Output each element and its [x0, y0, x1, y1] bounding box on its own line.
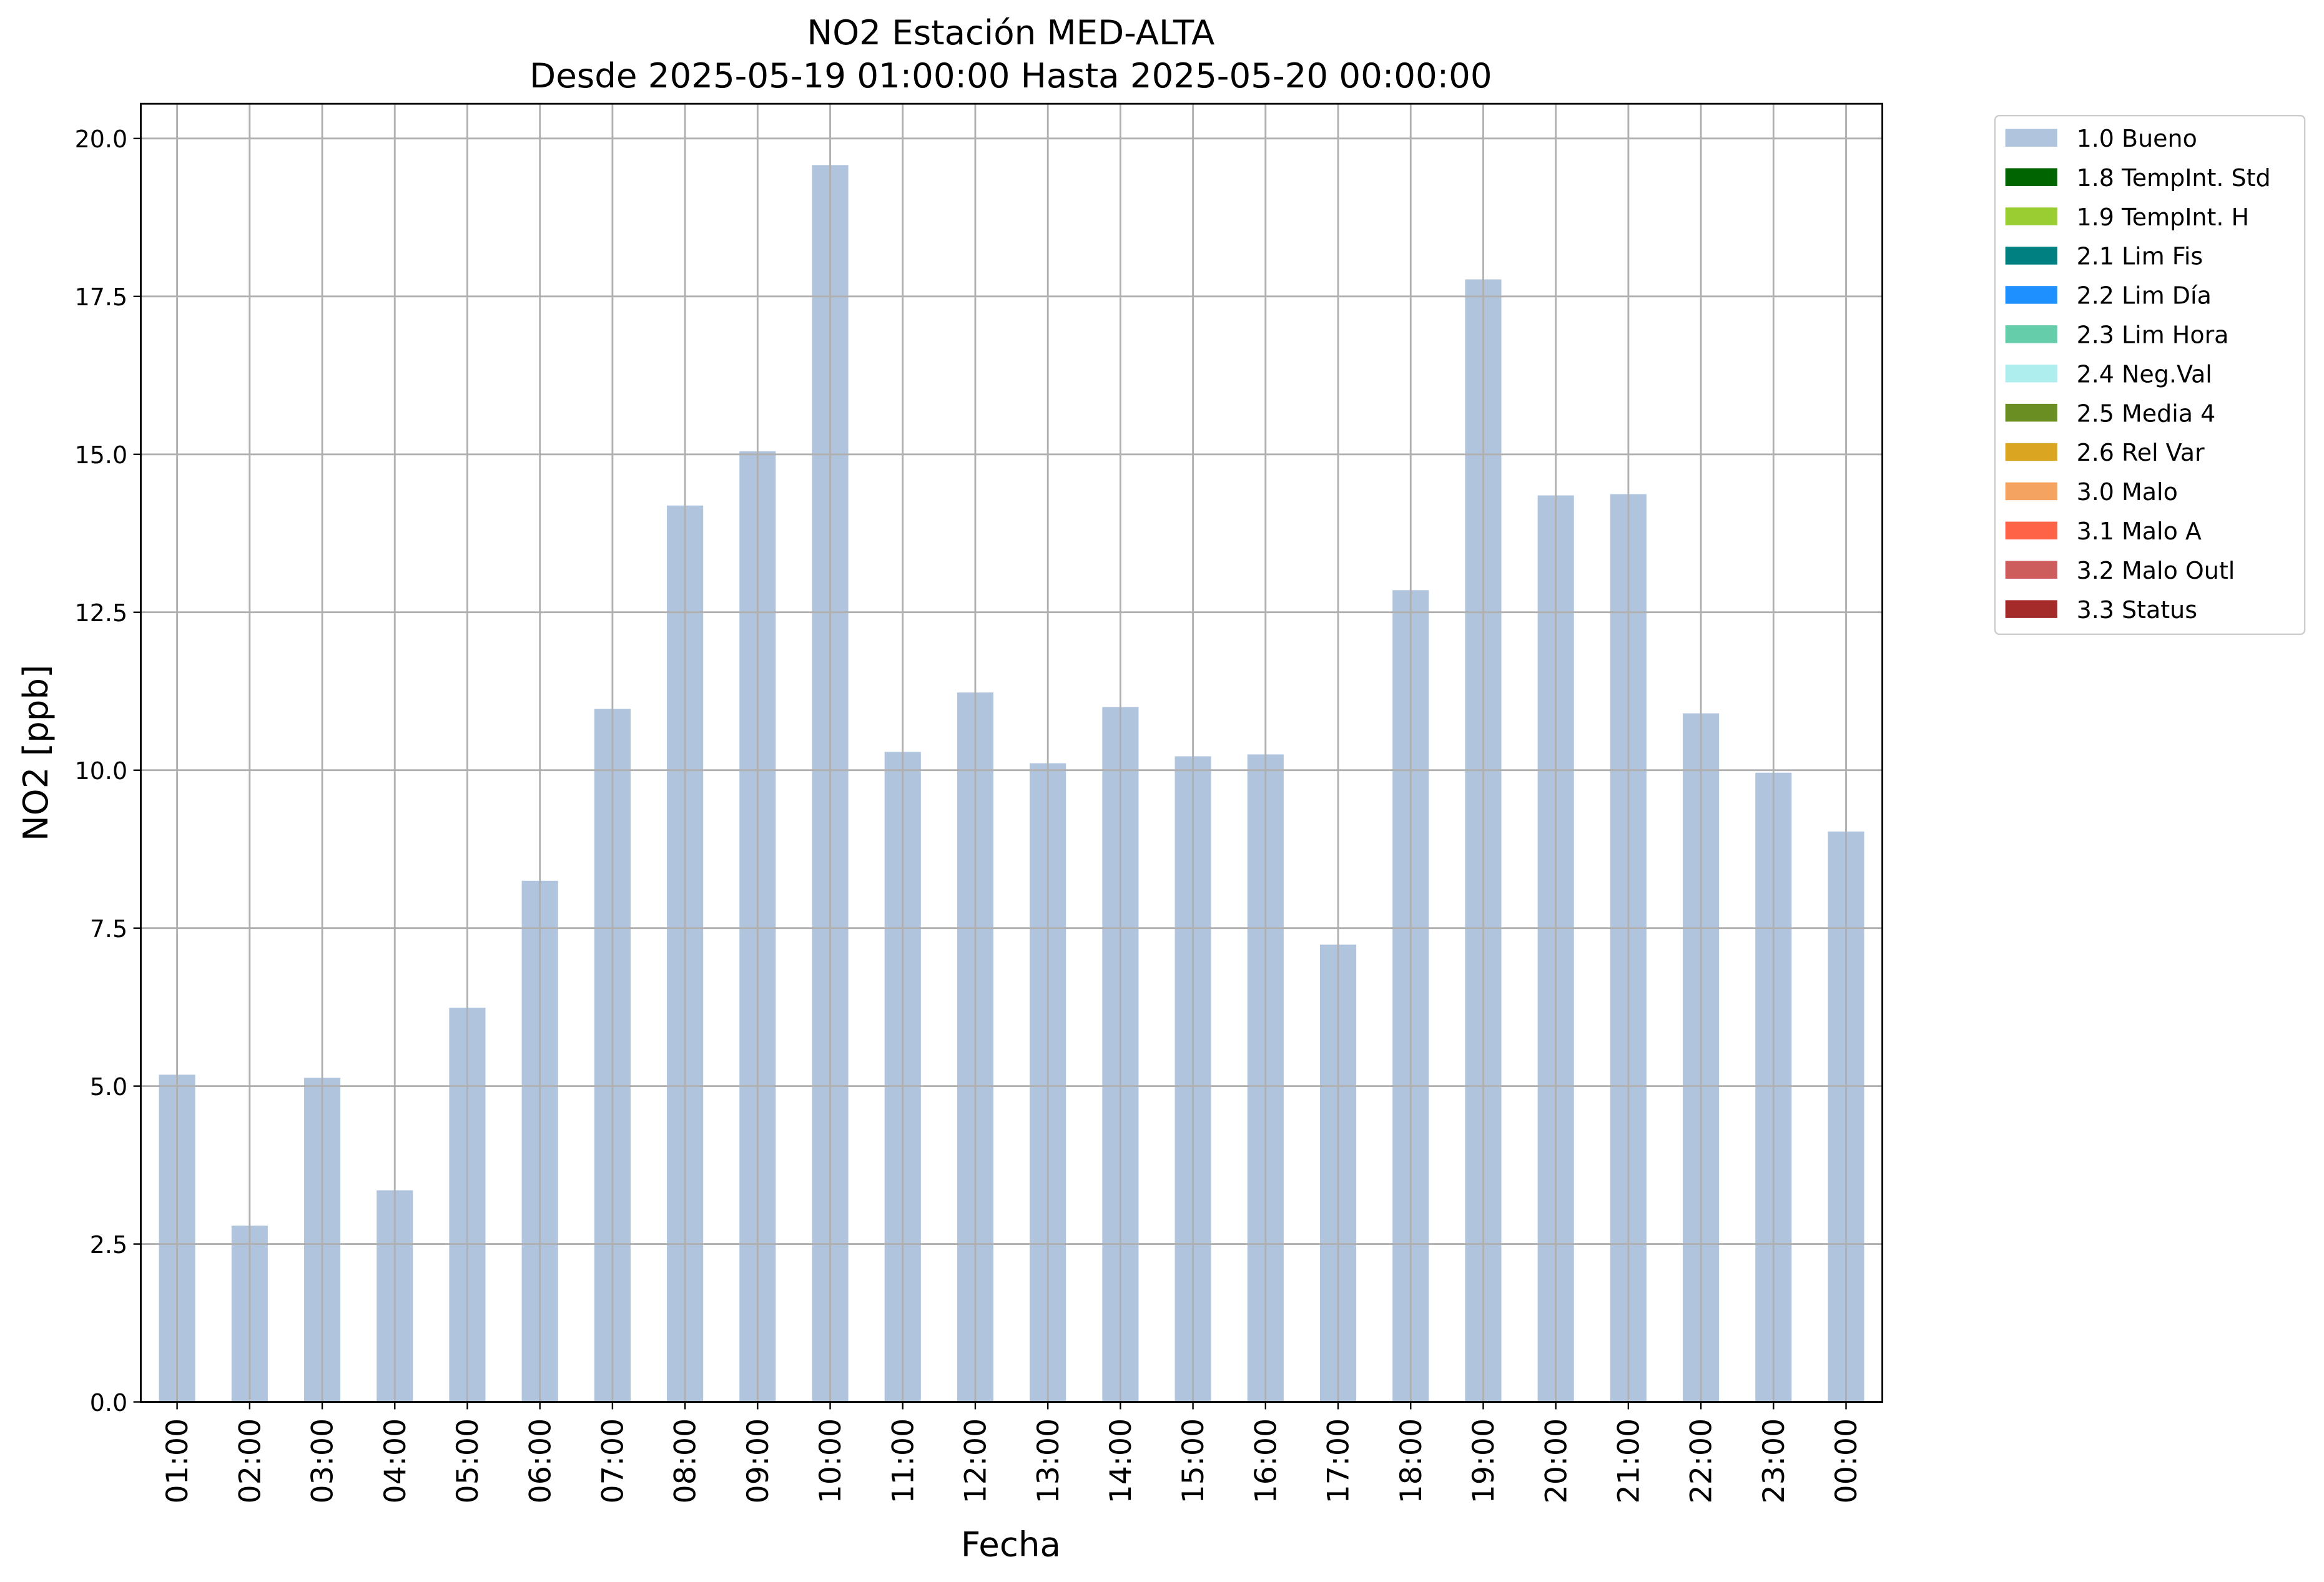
legend-label: 3.2 Malo Outl [2077, 557, 2235, 584]
legend-label: 2.3 Lim Hora [2077, 322, 2229, 349]
x-tick-label: 20:00 [1539, 1418, 1573, 1504]
x-tick-label: 02:00 [233, 1418, 267, 1504]
x-tick-label: 01:00 [160, 1418, 195, 1504]
x-tick-label: 22:00 [1685, 1418, 1719, 1504]
y-tick-label: 2.5 [90, 1231, 127, 1259]
x-axis-label: Fecha [961, 1524, 1061, 1564]
x-tick-label: 16:00 [1249, 1418, 1283, 1504]
y-tick-label: 20.0 [75, 125, 128, 153]
legend-label: 1.8 TempInt. Std [2077, 164, 2271, 192]
plot-frame [140, 102, 1884, 1403]
x-tick-label: 17:00 [1322, 1418, 1356, 1504]
legend-label: 2.1 Lim Fis [2077, 243, 2203, 270]
y-tick-label: 7.5 [90, 915, 127, 943]
x-tick-label: 03:00 [306, 1418, 340, 1504]
legend-swatch [2005, 129, 2057, 147]
legend-label: 2.2 Lim Día [2077, 282, 2212, 310]
legend-swatch [2005, 561, 2057, 579]
legend-label: 3.3 Status [2077, 596, 2197, 624]
x-tick-label: 10:00 [814, 1418, 848, 1504]
x-tick-label: 00:00 [1829, 1418, 1864, 1504]
legend-swatch [2005, 403, 2057, 422]
y-tick-label: 10.0 [75, 757, 128, 785]
legend-swatch [2005, 521, 2057, 540]
legend-label: 3.0 Malo [2077, 478, 2178, 506]
legend-swatch [2005, 286, 2057, 304]
x-tick-label: 13:00 [1032, 1418, 1066, 1504]
x-tick-label: 15:00 [1176, 1418, 1211, 1504]
x-tick-label: 05:00 [451, 1418, 485, 1504]
plot-area: 0.0 2.5 5.0 7.5 10.0 12.5 15.0 17.5 20.0 01:00 02:… [75, 102, 1884, 1504]
y-tick-label: 15.0 [75, 441, 128, 469]
y-tick-label: 5.0 [90, 1073, 127, 1101]
x-tick-label: 04:00 [378, 1418, 413, 1504]
x-tick-label: 21:00 [1612, 1418, 1646, 1504]
legend-label: 2.5 Media 4 [2077, 400, 2216, 427]
y-tick-label: 17.5 [75, 283, 128, 311]
legend-swatch [2005, 247, 2057, 265]
x-tick-label: 14:00 [1104, 1418, 1138, 1504]
x-tick-label: 09:00 [741, 1418, 775, 1504]
x-tick-label: 12:00 [959, 1418, 993, 1504]
legend-label: 1.0 Bueno [2077, 125, 2197, 152]
x-tick-label: 19:00 [1467, 1418, 1501, 1504]
legend-label: 1.9 TempInt. H [2077, 204, 2249, 231]
legend-swatch [2005, 482, 2057, 501]
chart-title: NO2 Estación MED-ALTA [807, 12, 1214, 52]
legend-label: 2.6 Rel Var [2077, 439, 2205, 466]
legend-swatch [2005, 168, 2057, 186]
legend-label: 3.1 Malo A [2077, 518, 2202, 545]
legend-frame [1994, 114, 2306, 636]
y-tick-label: 0.0 [90, 1389, 127, 1417]
y-axis-label: NO2 [ppb] [16, 665, 56, 841]
x-tick-label: 18:00 [1394, 1418, 1429, 1504]
x-tick-label: 08:00 [669, 1418, 703, 1504]
x-tick-label: 06:00 [523, 1418, 558, 1504]
legend-swatch [2005, 207, 2057, 225]
legend-swatch [2005, 600, 2057, 618]
legend: 1.0 Bueno 1.8 TempInt. Std 1.9 TempInt. H 2… [1994, 114, 2306, 636]
legend-label: 2.4 Neg.Val [2077, 360, 2212, 388]
legend-swatch [2005, 364, 2057, 383]
x-tick-label: 07:00 [596, 1418, 631, 1504]
y-tick-label: 12.5 [75, 599, 128, 627]
legend-swatch [2005, 443, 2057, 461]
x-tick-label: 23:00 [1757, 1418, 1791, 1504]
x-tick-label: 11:00 [886, 1418, 920, 1504]
legend-swatch [2005, 325, 2057, 343]
chart-subtitle: Desde 2025-05-19 01:00:00 Hasta 2025-05-… [529, 56, 1492, 96]
